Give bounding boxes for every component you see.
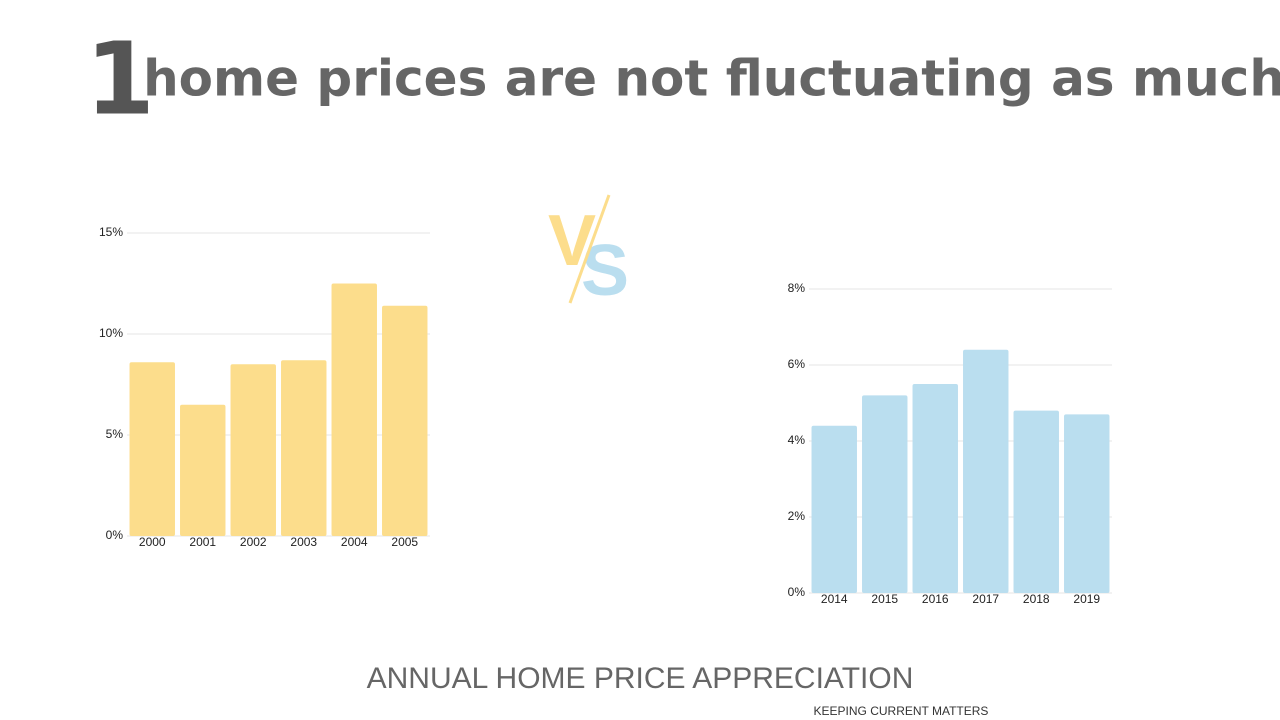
x-tick-label: 2017 [972,592,999,606]
bar [230,364,276,536]
y-tick-label: 2% [788,509,806,523]
footer-brand: KEEPING CURRENT MATTERS [814,704,989,718]
y-tick-label: 0% [788,585,806,599]
y-tick-label: 15% [99,225,123,239]
vs-letter-v: V [548,201,596,281]
x-tick-label: 2002 [240,535,267,549]
y-tick-label: 4% [788,433,806,447]
bar [811,425,857,593]
vs-letter-s: S [581,231,629,311]
x-tick-label: 2018 [1023,592,1050,606]
x-tick-label: 2001 [189,535,216,549]
x-tick-label: 2016 [922,592,949,606]
y-tick-label: 8% [788,281,806,295]
x-tick-label: 2014 [821,592,848,606]
x-tick-label: 2005 [391,535,418,549]
bar [331,283,377,536]
x-tick-label: 2015 [871,592,898,606]
x-tick-label: 2004 [341,535,368,549]
y-tick-label: 10% [99,326,123,340]
bar [862,395,908,593]
x-tick-label: 2019 [1073,592,1100,606]
bar [912,384,958,593]
bar [963,349,1009,593]
y-tick-label: 5% [106,427,124,441]
bar [129,362,175,536]
x-tick-label: 2003 [290,535,317,549]
bar [382,305,428,536]
bar [281,360,327,536]
y-tick-label: 6% [788,357,806,371]
slide-title: home prices are not fluctuating as much [143,50,1280,108]
bar [1064,414,1110,593]
bar [180,404,226,536]
footer-caption: ANNUAL HOME PRICE APPRECIATION [367,662,914,695]
bar [1013,410,1059,593]
vs-slash [568,194,611,304]
y-tick-label: 0% [106,528,124,542]
x-tick-label: 2000 [139,535,166,549]
slide-number: 1 [85,20,155,137]
